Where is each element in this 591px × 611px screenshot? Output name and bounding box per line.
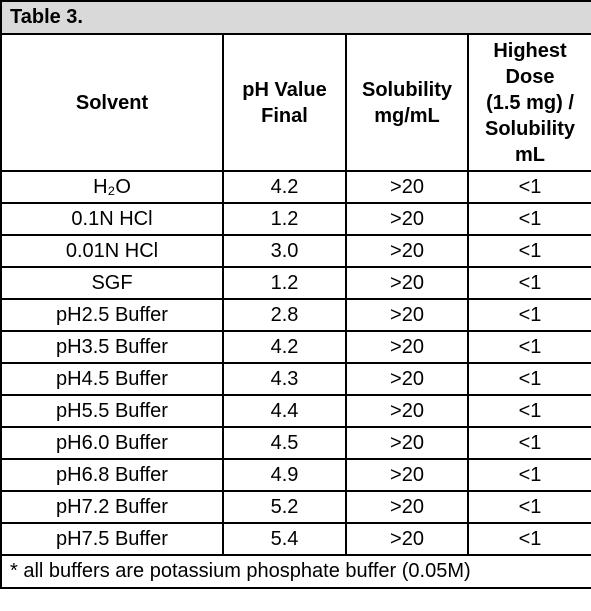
table-cell: >20 — [345, 362, 469, 396]
table-cell: pH7.5 Buffer — [0, 522, 224, 556]
column-header: Solubility mg/mL — [345, 33, 469, 172]
table-cell: >20 — [345, 234, 469, 268]
table-cell: 5.4 — [222, 522, 347, 556]
table-cell: >20 — [345, 298, 469, 332]
table-cell: 2.8 — [222, 298, 347, 332]
title-row: Table 3. — [0, 0, 591, 35]
table-cell: pH2.5 Buffer — [0, 298, 224, 332]
table-cell: >20 — [345, 202, 469, 236]
table-row: pH6.8 Buffer 4.9 >20 <1 — [0, 458, 591, 492]
table-cell: >20 — [345, 394, 469, 428]
table-row: 0.1N HCl 1.2 >20 <1 — [0, 202, 591, 236]
table-cell: <1 — [467, 490, 591, 524]
table-cell: <1 — [467, 458, 591, 492]
footnote-row: * all buffers are potassium phosphate bu… — [0, 554, 591, 589]
table-cell: SGF — [0, 266, 224, 300]
table-cell: <1 — [467, 202, 591, 236]
table-row: H₂O 4.2 >20 <1 — [0, 170, 591, 204]
table-cell: 0.01N HCl — [0, 234, 224, 268]
table-row: 0.01N HCl 3.0 >20 <1 — [0, 234, 591, 268]
table-cell: <1 — [467, 330, 591, 364]
table-cell: >20 — [345, 330, 469, 364]
table-row: pH6.0 Buffer 4.5 >20 <1 — [0, 426, 591, 460]
table-cell: 1.2 — [222, 266, 347, 300]
table-cell: >20 — [345, 490, 469, 524]
table-cell: <1 — [467, 298, 591, 332]
table-cell: pH6.0 Buffer — [0, 426, 224, 460]
table-row: pH3.5 Buffer 4.2 >20 <1 — [0, 330, 591, 364]
table-cell: >20 — [345, 522, 469, 556]
table-row: pH5.5 Buffer 4.4 >20 <1 — [0, 394, 591, 428]
table-cell: 4.2 — [222, 170, 347, 204]
table-cell: 4.5 — [222, 426, 347, 460]
table-row: SGF 1.2 >20 <1 — [0, 266, 591, 300]
table-row: pH4.5 Buffer 4.3 >20 <1 — [0, 362, 591, 396]
column-header: Highest Dose (1.5 mg) / Solubility mL — [467, 33, 591, 172]
table-body: H₂O 4.2 >20 <1 0.1N HCl 1.2 >20 <1 0.01N HCl 3.0 >… — [0, 170, 591, 556]
table-cell: >20 — [345, 458, 469, 492]
table-cell: 5.2 — [222, 490, 347, 524]
column-header: Solvent — [0, 33, 224, 172]
table-cell: 4.4 — [222, 394, 347, 428]
table-cell: >20 — [345, 426, 469, 460]
table-cell: <1 — [467, 426, 591, 460]
data-table: Table 3. Solvent pH Value Final Solubility… — [0, 0, 591, 589]
table-cell: pH4.5 Buffer — [0, 362, 224, 396]
table-cell: pH6.8 Buffer — [0, 458, 224, 492]
table-row: pH7.2 Buffer 5.2 >20 <1 — [0, 490, 591, 524]
table-cell: pH3.5 Buffer — [0, 330, 224, 364]
table-cell: 4.9 — [222, 458, 347, 492]
table-cell: 0.1N HCl — [0, 202, 224, 236]
table-cell: <1 — [467, 170, 591, 204]
table-cell: <1 — [467, 266, 591, 300]
table-row: pH7.5 Buffer 5.4 >20 <1 — [0, 522, 591, 556]
table-cell: pH5.5 Buffer — [0, 394, 224, 428]
table-cell: <1 — [467, 522, 591, 556]
table-cell: 4.2 — [222, 330, 347, 364]
header-row: Solvent pH Value Final Solubility mg/mL Hig… — [0, 33, 591, 172]
table-cell: H₂O — [0, 170, 224, 204]
table-row: pH2.5 Buffer 2.8 >20 <1 — [0, 298, 591, 332]
table-cell: >20 — [345, 170, 469, 204]
column-header: pH Value Final — [222, 33, 347, 172]
table-title: Table 3. — [0, 0, 591, 35]
table-cell: <1 — [467, 234, 591, 268]
table-cell: 3.0 — [222, 234, 347, 268]
table-cell: 4.3 — [222, 362, 347, 396]
footnote: * all buffers are potassium phosphate bu… — [0, 554, 591, 589]
table-cell: 1.2 — [222, 202, 347, 236]
table-cell: >20 — [345, 266, 469, 300]
table-cell: <1 — [467, 394, 591, 428]
table-cell: <1 — [467, 362, 591, 396]
table-cell: pH7.2 Buffer — [0, 490, 224, 524]
